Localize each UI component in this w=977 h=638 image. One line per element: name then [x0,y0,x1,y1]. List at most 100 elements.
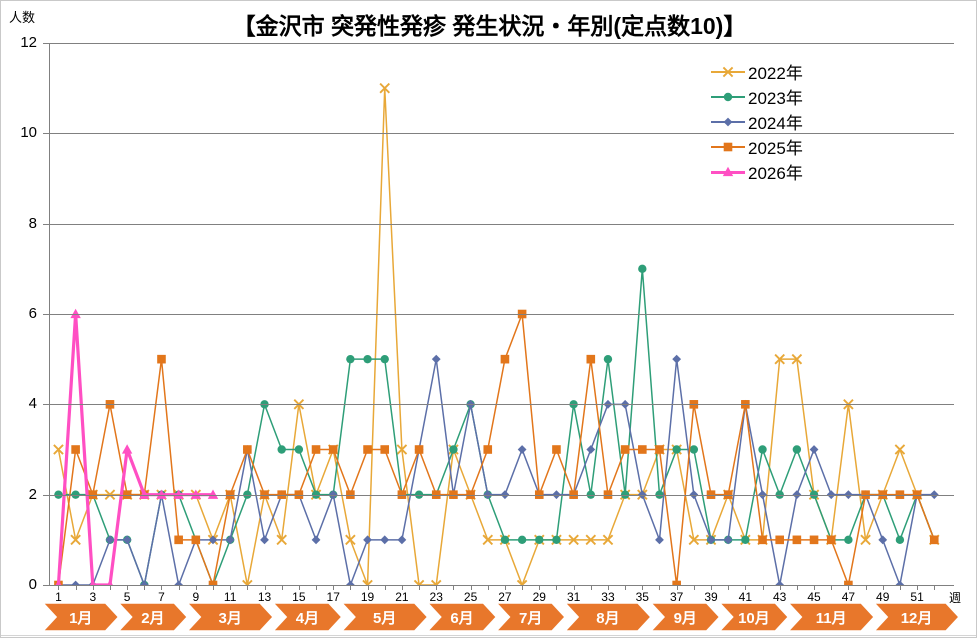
data-point [380,445,390,454]
data-point [190,489,202,499]
month-label-9月: 9月 [673,609,697,627]
x-tick-label: 1 [55,590,62,604]
legend-item-2023年[interactable]: 2023年 [711,84,851,109]
x-tick-mark [831,585,833,590]
x-tick-mark [144,585,146,590]
x-tick-mark [470,585,472,590]
data-point [638,445,647,454]
legend-item-2022年[interactable]: 2022年 [711,59,851,84]
data-point [723,535,733,545]
month-label-10月: 10月 [738,609,770,627]
month-chevron [186,603,275,631]
data-point [53,444,64,455]
square-marker-icon [723,142,733,151]
data-point [792,535,802,545]
x-axis-unit-label: 週 [949,591,962,605]
x-tick-mark [522,585,524,590]
month-label-5月: 5月 [373,609,397,627]
y-tick-label: 12 [20,34,37,51]
data-point [379,82,390,94]
x-tick-mark [607,585,609,590]
diamond-marker-icon [723,117,733,126]
month-chevron [649,603,721,631]
data-point [139,489,150,499]
data-point [139,580,149,585]
data-point [585,534,597,546]
data-point [552,535,561,545]
data-point [156,489,167,499]
x-tick-mark [436,585,438,590]
month-chevron [787,603,876,631]
month-chevron [426,603,498,631]
gridline [49,585,954,586]
month-chevron [563,603,652,631]
y-tick-mark [43,585,49,586]
x-tick-mark [556,585,558,590]
data-point [225,535,235,545]
data-point [89,579,96,585]
x-tick-mark [590,585,592,590]
y-tick-label: 0 [28,576,37,593]
data-point [70,308,81,319]
data-point [672,580,681,585]
x-tick-label: 15 [292,590,306,604]
triangle-marker-icon [722,166,734,176]
data-point [311,445,321,454]
month-label-8月: 8月 [596,609,620,627]
x-tick-label: 41 [738,590,753,604]
legend-label: 2022年 [748,64,803,83]
data-point [243,445,252,454]
data-point [121,444,133,454]
x-tick-label: 5 [123,590,131,604]
x-tick-label: 17 [326,590,340,604]
x-tick-mark [92,585,94,590]
legend-swatch-x-icon [711,62,745,82]
month-ribbon: 1月 2月 3月 4月 5月 6月 7月 8月 9月 10月 11月 12月 [41,603,961,631]
data-point [775,535,784,545]
x-tick-mark [642,585,644,590]
x-tick-mark [573,585,575,590]
y-tick-mark [43,404,49,406]
data-point [535,535,544,545]
data-point [706,535,716,545]
data-point [688,534,700,546]
data-point [174,580,184,585]
x-tick-mark [676,585,678,590]
data-point [107,579,113,585]
data-point [414,445,424,454]
data-point [655,535,664,545]
month-chevron [117,603,189,631]
month-label-3月: 3月 [218,609,242,627]
x-tick-mark [212,585,214,590]
month-chevron [873,603,961,631]
y-tick-label: 6 [28,305,37,322]
data-point [860,534,871,546]
x-tick-mark [934,585,936,590]
x-tick-label: 33 [601,590,615,604]
data-point [396,444,408,455]
data-point [242,579,253,585]
gridline [49,494,954,496]
legend: 2022年 2023年 2024年 2025年 2026年 [711,59,851,184]
x-tick-mark [350,585,352,590]
data-point [122,535,132,545]
x-tick-mark [899,585,901,590]
x-tick-mark [625,585,627,590]
legend-item-2024年[interactable]: 2024年 [711,109,851,134]
data-point [277,445,286,454]
month-chevron [495,603,567,631]
x-tick-label: 23 [429,590,443,604]
data-point [173,489,184,499]
gridline [49,223,954,225]
x-tick-label: 27 [498,590,512,604]
legend-label: 2025年 [748,139,803,158]
legend-item-2026年[interactable]: 2026年 [711,159,851,184]
data-point [844,535,853,545]
data-point [741,535,750,545]
legend-item-2025年[interactable]: 2025年 [711,134,851,159]
data-point [826,535,836,545]
x-tick-mark [230,585,232,590]
x-tick-mark [178,585,180,590]
x-tick-mark [367,585,369,590]
